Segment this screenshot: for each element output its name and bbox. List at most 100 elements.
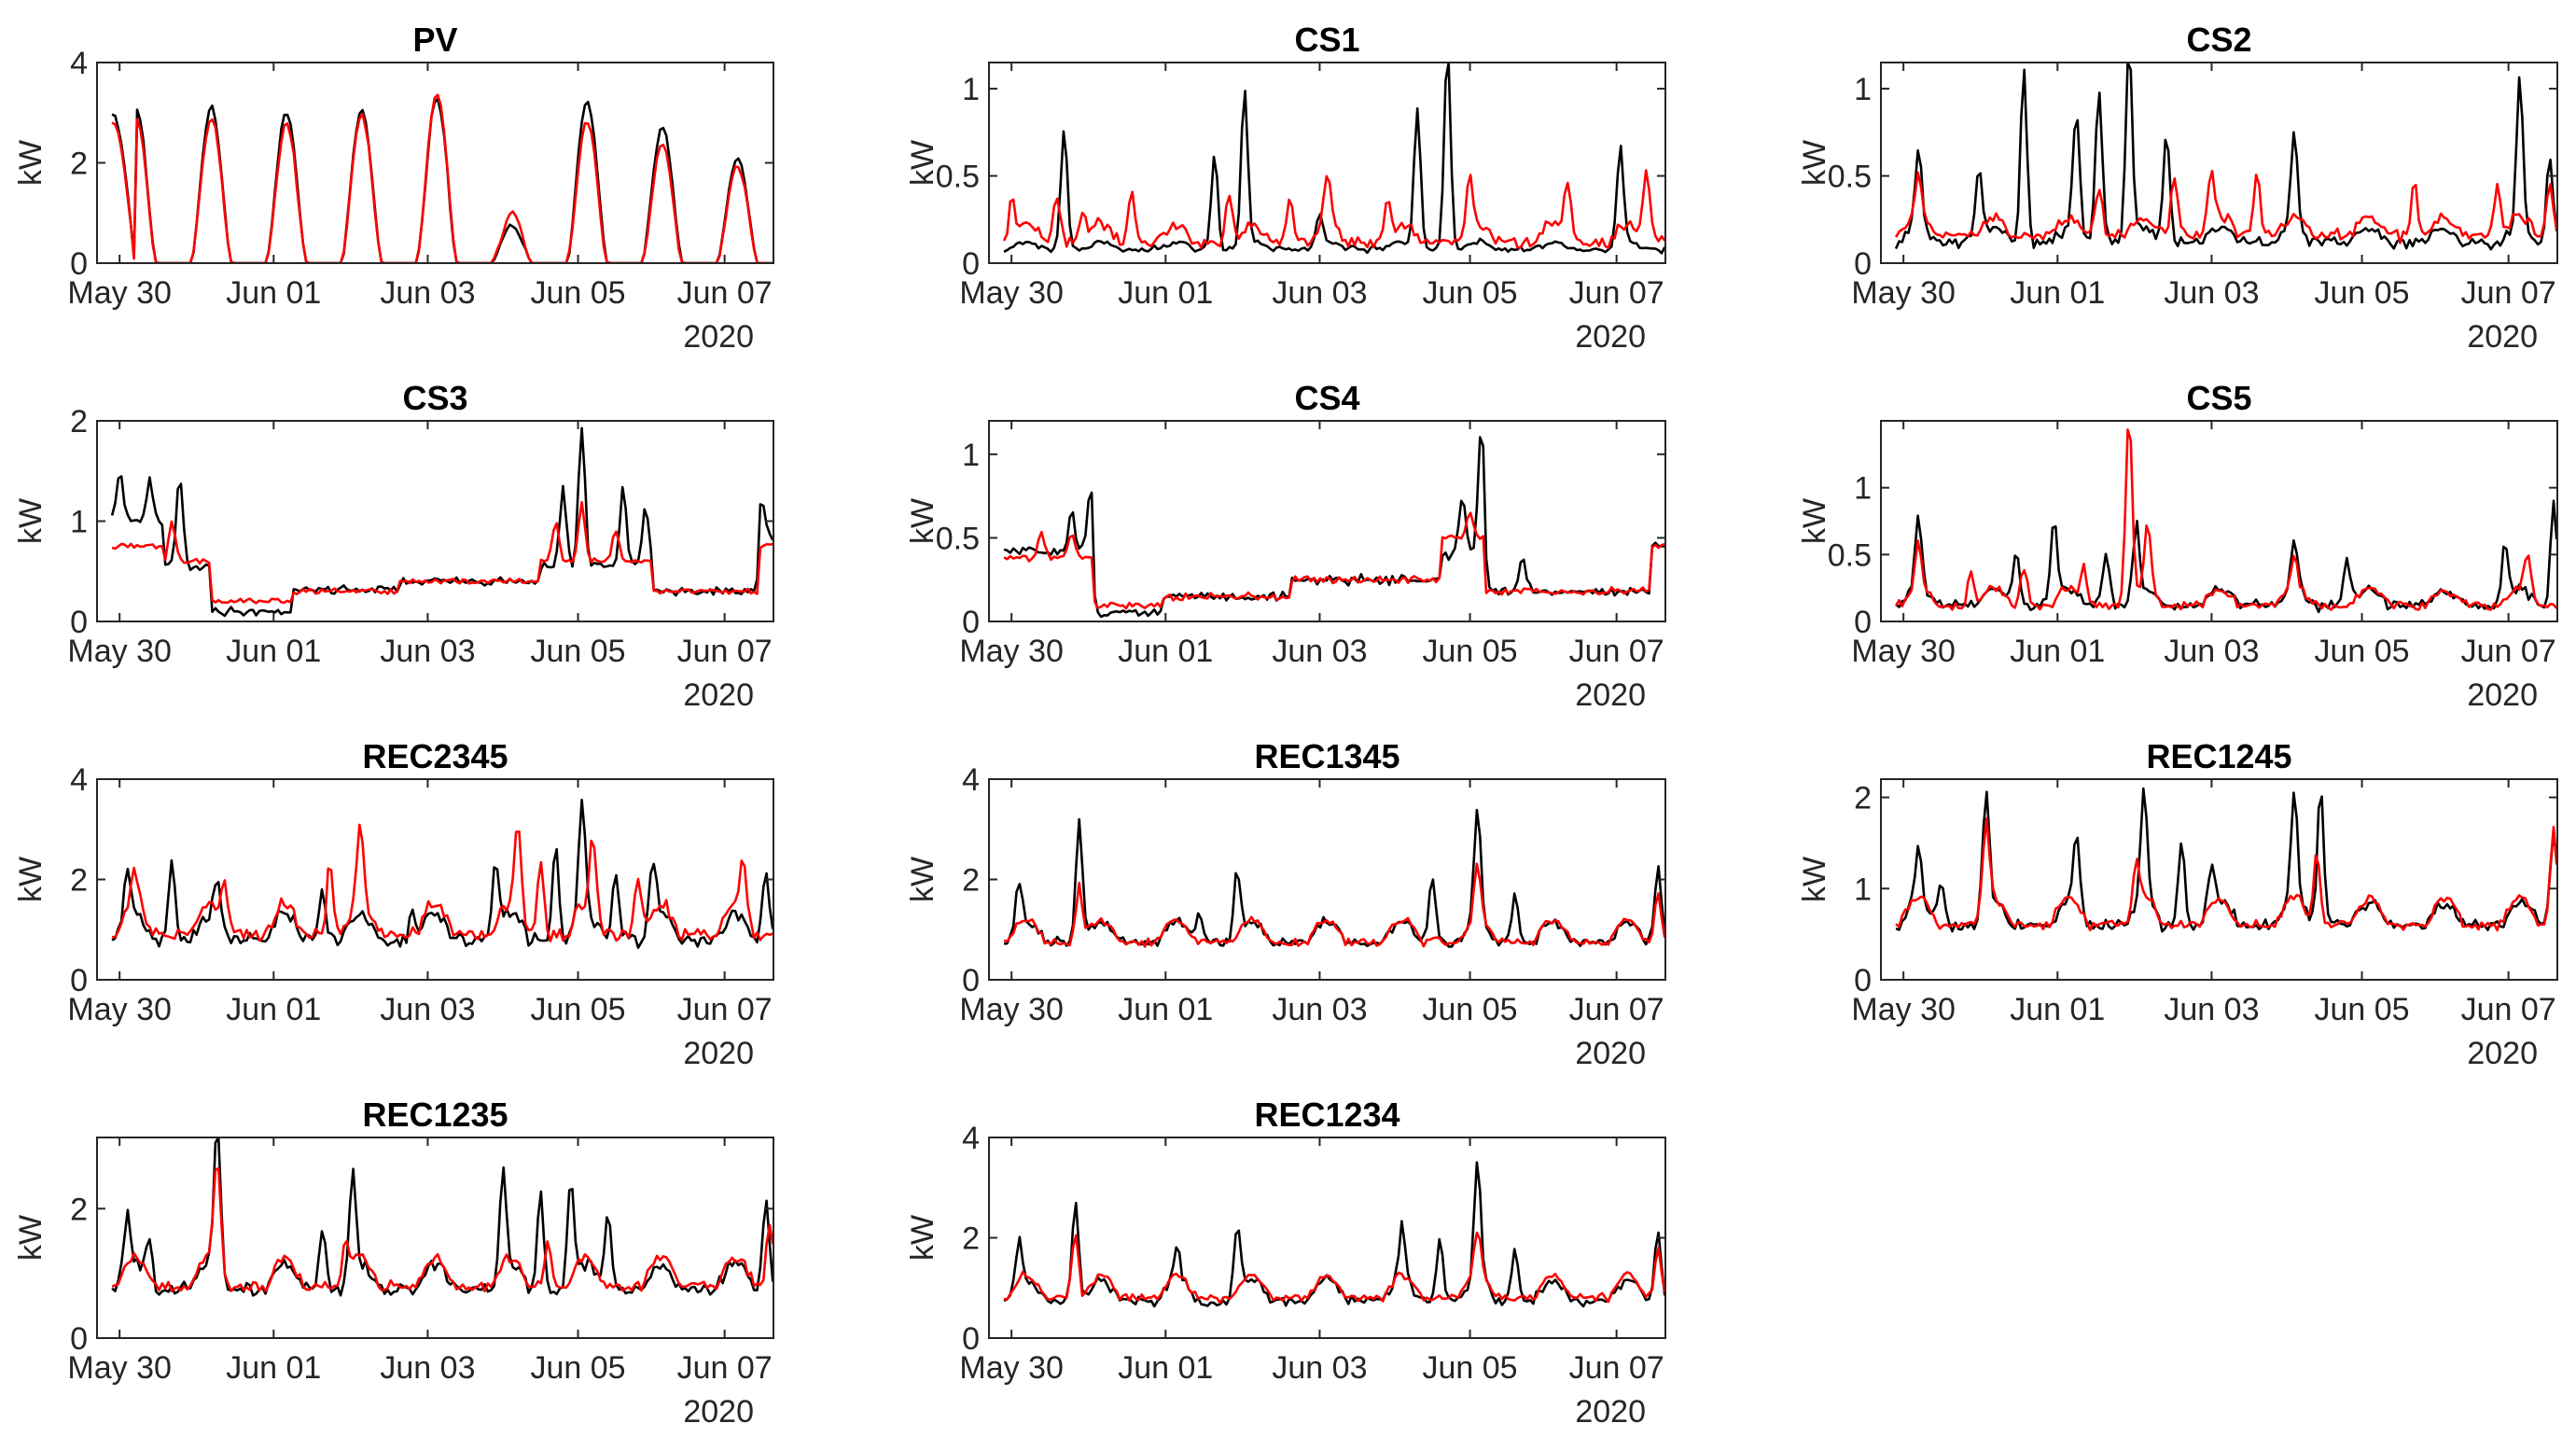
x-tick-label: May 30 xyxy=(1851,634,1956,669)
subplot-rec1245: May 30 Jun 01 Jun 03 Jun 05 Jun 07 2020 0 1 2 kW R… xyxy=(1797,737,2558,1071)
subplot-rec1345: May 30 Jun 01 Jun 03 Jun 05 Jun 07 2020 0 2 4 kW R… xyxy=(905,737,1666,1071)
series-predicted-line xyxy=(1003,862,1665,948)
x-tick-label: Jun 03 xyxy=(2164,992,2259,1027)
x-year-label: 2020 xyxy=(1575,1036,1646,1071)
x-tick-label: Jun 05 xyxy=(2315,992,2410,1027)
x-year-label: 2020 xyxy=(683,1394,754,1430)
x-tick-label: Jun 05 xyxy=(1423,1350,1518,1386)
x-tick-label: Jun 05 xyxy=(531,1350,626,1386)
y-tick-label: 4 xyxy=(70,762,88,798)
y-tick-label: 0 xyxy=(1854,246,1872,282)
subplot-title: REC1345 xyxy=(1254,737,1399,775)
y-axis-label: kW xyxy=(905,857,940,902)
subplot-rec2345: May 30 Jun 01 Jun 03 Jun 05 Jun 07 2020 0 2 4 kW R… xyxy=(13,737,774,1071)
y-axis-label: kW xyxy=(13,1215,49,1261)
y-tick-label: 4 xyxy=(962,762,980,798)
y-tick-label: 0 xyxy=(1854,605,1872,640)
subplot-cs2: May 30 Jun 01 Jun 03 Jun 05 Jun 07 2020 0 0.5 1k… xyxy=(1797,21,2558,355)
series-predicted-line xyxy=(111,1166,773,1292)
x-tick-label: Jun 03 xyxy=(1272,1350,1367,1386)
x-tick-label: Jun 07 xyxy=(677,1350,773,1386)
x-tick-label: Jun 07 xyxy=(1569,1350,1664,1386)
x-tick-label: Jun 07 xyxy=(677,634,773,669)
x-year-label: 2020 xyxy=(2467,319,2538,355)
series-measured-line xyxy=(1003,436,1665,619)
y-tick-label: 2 xyxy=(70,863,88,899)
series-measured-line xyxy=(1003,1161,1665,1308)
series-predicted-line xyxy=(111,93,773,263)
series-predicted-line xyxy=(1003,511,1665,610)
x-tick-label: May 30 xyxy=(67,992,172,1027)
y-tick-label: 0 xyxy=(70,246,88,282)
y-tick-label: 2 xyxy=(70,146,88,182)
series-predicted-line xyxy=(112,823,773,942)
x-tick-label: Jun 07 xyxy=(677,275,773,311)
x-year-label: 2020 xyxy=(2467,677,2538,713)
x-tick-label: Jun 07 xyxy=(2461,992,2556,1027)
x-tick-label: Jun 01 xyxy=(226,634,321,669)
y-tick-label: 2 xyxy=(70,1192,88,1227)
x-tick-label: Jun 03 xyxy=(380,992,475,1027)
y-tick-label: 1 xyxy=(962,72,980,107)
x-year-label: 2020 xyxy=(683,677,754,713)
y-tick-label: 4 xyxy=(70,46,88,81)
x-tick-label: Jun 01 xyxy=(1118,992,1213,1027)
x-year-label: 2020 xyxy=(1575,319,1646,355)
x-tick-label: May 30 xyxy=(67,275,172,311)
y-axis-label: kW xyxy=(13,498,49,544)
y-tick-label: 0 xyxy=(70,1321,88,1357)
y-tick-label: 1 xyxy=(1854,72,1872,107)
x-tick-label: Jun 07 xyxy=(2461,275,2556,311)
y-axis-label: kW xyxy=(905,498,940,544)
x-tick-label: Jun 07 xyxy=(1569,634,1664,669)
y-tick-label: 0 xyxy=(70,963,88,998)
subplot-cs1: May 30 Jun 01 Jun 03 Jun 05 Jun 07 2020 0 0.5 1k… xyxy=(905,21,1666,355)
x-tick-label: Jun 05 xyxy=(531,634,626,669)
x-tick-label: May 30 xyxy=(1851,275,1956,311)
x-tick-label: Jun 07 xyxy=(677,992,773,1027)
subplot-title: REC2345 xyxy=(362,737,508,775)
subplot-rec1235: May 30 Jun 01 Jun 03 Jun 05 Jun 07 2020 0 2 kW RE… xyxy=(13,1095,774,1430)
x-tick-label: May 30 xyxy=(959,992,1064,1027)
subplot-title: PV xyxy=(412,21,457,59)
axes-box xyxy=(96,778,774,981)
subplot-title: CS5 xyxy=(2186,379,2251,417)
x-tick-label: Jun 01 xyxy=(1118,634,1213,669)
axes-box xyxy=(96,1137,774,1339)
subplot-title: REC1235 xyxy=(362,1095,508,1134)
x-tick-label: Jun 03 xyxy=(1272,275,1367,311)
y-tick-label: 0.5 xyxy=(1828,160,1872,195)
axes-box xyxy=(988,778,1666,981)
y-tick-label: 1 xyxy=(1854,872,1872,907)
series-predicted-line xyxy=(1894,169,2557,244)
x-tick-label: Jun 07 xyxy=(2461,634,2556,669)
y-tick-label: 1 xyxy=(70,505,88,540)
y-axis-label: kW xyxy=(1797,140,1832,186)
x-tick-label: Jun 05 xyxy=(531,275,626,311)
x-tick-label: Jun 01 xyxy=(2010,275,2105,311)
subplot-title: CS4 xyxy=(1294,379,1359,417)
x-tick-label: Jun 07 xyxy=(1569,275,1664,311)
y-tick-label: 0 xyxy=(70,605,88,640)
subplot-rec1234: May 30 Jun 01 Jun 03 Jun 05 Jun 07 2020 0 2 4 kW R… xyxy=(905,1095,1666,1430)
y-tick-label: 2 xyxy=(962,863,980,899)
subplot-title: CS1 xyxy=(1294,21,1359,59)
x-tick-label: Jun 05 xyxy=(531,992,626,1027)
y-tick-label: 2 xyxy=(962,1221,980,1257)
series-predicted-line xyxy=(1894,428,2557,611)
series-predicted-line xyxy=(1004,1231,1665,1305)
x-tick-label: Jun 03 xyxy=(1272,634,1367,669)
axes-box xyxy=(1880,778,2558,981)
series-predicted-line xyxy=(1002,169,1665,249)
x-year-label: 2020 xyxy=(1575,1394,1646,1430)
x-year-label: 2020 xyxy=(683,319,754,355)
x-tick-label: Jun 01 xyxy=(1118,1350,1213,1386)
x-tick-label: Jun 05 xyxy=(1423,275,1518,311)
x-tick-label: May 30 xyxy=(959,1350,1064,1386)
y-axis-label: kW xyxy=(905,140,940,186)
x-year-label: 2020 xyxy=(1575,677,1646,713)
subplot-pv: May 30 Jun 01 Jun 03 Jun 05 Jun 07 2020 0 2 4 kW P… xyxy=(13,21,774,355)
axes-box xyxy=(1880,62,2558,264)
y-tick-label: 0.5 xyxy=(936,521,980,556)
